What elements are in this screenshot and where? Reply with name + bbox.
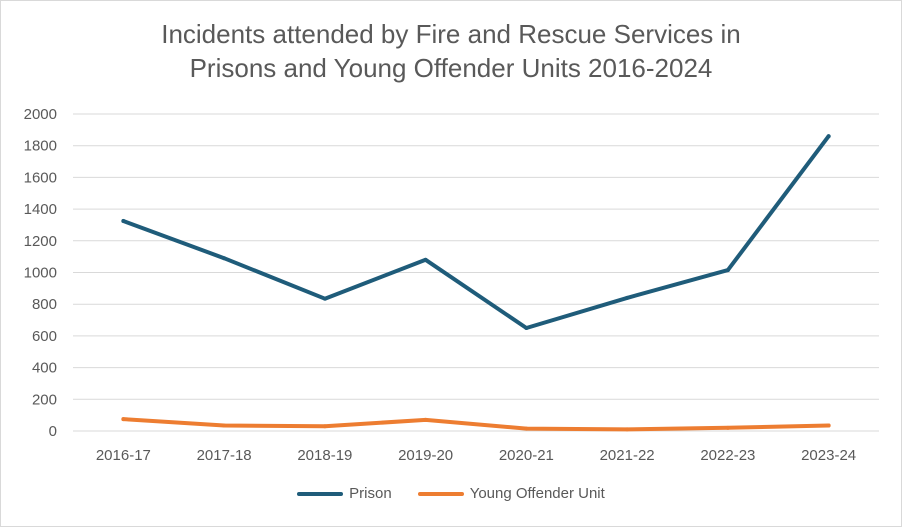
legend-swatch-prison	[297, 491, 344, 496]
y-tick-label-1600: 1600	[24, 169, 57, 186]
y-tick-label-600: 600	[32, 328, 57, 345]
x-axis-ticks: 2016-17 2017-18 2018-19 2019-20 2020-21 2021-…	[96, 447, 856, 464]
data-point-prison-2017-18	[222, 256, 227, 261]
y-tick-label-1400: 1400	[24, 201, 57, 218]
y-tick-label-1800: 1800	[24, 138, 57, 155]
data-point-prison-2018-19	[322, 296, 327, 301]
y-tick-label-0: 0	[49, 423, 57, 440]
gridlines	[73, 113, 879, 432]
legend-label-young-offender-unit: Young Offender Unit	[469, 485, 605, 502]
legend-item-young-offender-unit: Young Offender Unit	[417, 485, 605, 502]
y-axis-ticks: 0 200 400 600 800 1000 1200 1400 1600 1800 2000	[24, 106, 57, 440]
x-tick-label-2017-18: 2017-18	[197, 447, 252, 464]
chart-title-line-1: Incidents attended by Fire and Rescue Se…	[161, 19, 741, 49]
y-tick-label-1200: 1200	[24, 233, 57, 250]
data-point-young-offender-unit-2019-20	[423, 417, 428, 422]
data-point-young-offender-unit-2018-19	[322, 424, 327, 429]
data-point-prison-2022-23	[725, 268, 730, 273]
series-line-young-offender-unit	[121, 417, 831, 432]
data-point-prison-2019-20	[423, 257, 428, 262]
x-tick-label-2019-20: 2019-20	[398, 447, 453, 464]
chart-title-line-2: Prisons and Young Offender Units 2016-20…	[189, 53, 713, 83]
data-point-young-offender-unit-2017-18	[222, 423, 227, 428]
chart-title: Incidents attended by Fire and Rescue Se…	[1, 17, 901, 85]
series-lines	[121, 134, 831, 432]
data-point-prison-2016-17	[121, 218, 126, 223]
legend: Prison Young Offender Unit	[1, 485, 901, 502]
legend-swatch-young-offender-unit	[417, 491, 464, 496]
x-tick-label-2021-22: 2021-22	[600, 447, 655, 464]
y-tick-label-400: 400	[32, 360, 57, 377]
x-tick-label-2016-17: 2016-17	[96, 447, 151, 464]
x-tick-label-2022-23: 2022-23	[700, 447, 755, 464]
data-point-prison-2023-24	[826, 134, 831, 139]
x-tick-label-2023-24: 2023-24	[801, 447, 856, 464]
legend-item-prison: Prison	[297, 485, 392, 502]
y-tick-label-2000: 2000	[24, 106, 57, 123]
x-tick-label-2020-21: 2020-21	[499, 447, 554, 464]
data-point-young-offender-unit-2016-17	[121, 417, 126, 422]
y-tick-label-1000: 1000	[24, 265, 57, 282]
x-tick-label-2018-19: 2018-19	[297, 447, 352, 464]
data-point-young-offender-unit-2021-22	[625, 427, 630, 432]
data-point-young-offender-unit-2020-21	[524, 426, 529, 431]
y-tick-label-800: 800	[32, 296, 57, 313]
data-point-young-offender-unit-2022-23	[725, 425, 730, 430]
data-point-young-offender-unit-2023-24	[826, 423, 831, 428]
y-tick-label-200: 200	[32, 391, 57, 408]
data-point-prison-2020-21	[524, 325, 529, 330]
legend-label-prison: Prison	[349, 485, 392, 502]
data-point-prison-2021-22	[625, 295, 630, 300]
series-line-prison	[121, 134, 831, 330]
